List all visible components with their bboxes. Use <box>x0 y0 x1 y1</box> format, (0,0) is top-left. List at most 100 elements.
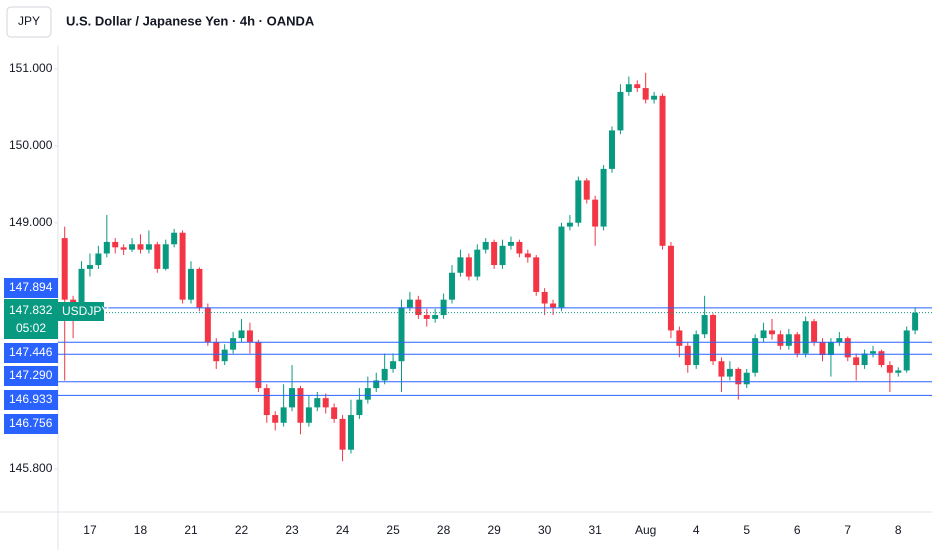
candle-body <box>263 388 270 416</box>
price-level-label: 146.933 <box>9 392 53 406</box>
candle-body <box>347 415 354 450</box>
current-price-label: 147.832 <box>9 303 53 317</box>
candle-body <box>246 330 253 342</box>
x-tick-label: 25 <box>386 523 400 537</box>
candle-body <box>743 372 750 385</box>
candle-body <box>541 291 548 304</box>
candle-body <box>482 241 489 250</box>
candle-body <box>449 272 456 300</box>
candle-body <box>861 353 868 366</box>
candle-body <box>314 398 321 408</box>
candle-body <box>558 226 565 308</box>
price-level-label: 147.290 <box>9 368 53 382</box>
candle-body <box>95 253 102 266</box>
x-tick-label: 23 <box>285 523 299 537</box>
candle-body <box>78 268 85 312</box>
candle-body <box>423 315 430 319</box>
candle-body <box>634 84 641 89</box>
chart-title: U.S. Dollar / Japanese Yen · 4h · OANDA <box>66 13 315 28</box>
candle-body <box>406 299 413 308</box>
candle-body <box>154 244 161 269</box>
x-tick-label: 21 <box>184 523 198 537</box>
x-tick-label: 31 <box>588 523 602 537</box>
candle-body <box>364 388 371 400</box>
x-tick-label: 6 <box>794 523 801 537</box>
candle-body <box>398 307 405 362</box>
candle-body <box>145 244 152 250</box>
x-tick-label: 4 <box>693 523 700 537</box>
price-level-label: 147.894 <box>9 280 53 294</box>
candle-body <box>878 351 885 366</box>
candle-body <box>794 334 801 354</box>
candle-body <box>280 407 287 423</box>
candle-body <box>86 265 93 269</box>
price-level-box <box>4 366 58 386</box>
candle-body <box>390 361 397 369</box>
candle-body <box>499 245 506 266</box>
candle-body <box>238 330 245 339</box>
candle-body <box>112 241 119 248</box>
price-level-label: 146.756 <box>9 416 53 430</box>
candle-body <box>272 415 279 423</box>
candle-body <box>735 368 742 385</box>
candle-body <box>583 180 590 200</box>
candle-body <box>457 257 464 273</box>
candle-body <box>811 321 818 342</box>
candle-body <box>710 315 717 362</box>
candle-body <box>575 180 582 223</box>
candle-body <box>61 238 68 300</box>
x-tick-label: 17 <box>83 523 97 537</box>
candle-body <box>693 334 700 366</box>
candle-body <box>802 321 809 354</box>
candle-body <box>129 244 136 250</box>
candle-body <box>305 407 312 423</box>
candle-body <box>356 399 363 416</box>
x-tick-label: 8 <box>895 523 902 537</box>
x-tick-label: Aug <box>635 523 656 537</box>
candle-body <box>625 84 632 92</box>
candle-body <box>886 365 893 373</box>
candle-body <box>566 222 573 227</box>
price-level-box <box>4 414 58 434</box>
currency-box[interactable] <box>6 6 52 38</box>
x-tick-label: 24 <box>336 523 350 537</box>
candle-body <box>381 368 388 381</box>
currency-label: JPY <box>18 14 40 28</box>
candle-body <box>819 341 826 356</box>
candle-body <box>853 357 860 366</box>
candle-body <box>903 330 910 371</box>
candle-body <box>768 330 775 335</box>
candle-body <box>188 268 194 300</box>
candle-body <box>516 241 523 254</box>
x-tick-label: 5 <box>743 523 750 537</box>
symbol-box <box>58 302 104 321</box>
candle-body <box>912 312 919 331</box>
candle-body <box>465 257 472 277</box>
candle-body <box>676 330 683 346</box>
candle-body <box>550 303 557 308</box>
x-tick-label: 18 <box>134 523 148 537</box>
candle-body <box>491 241 498 266</box>
candle-body <box>844 338 851 358</box>
price-level-box <box>4 343 58 363</box>
candle-body <box>726 368 733 377</box>
candle-body <box>255 341 262 389</box>
candle-body <box>339 418 346 450</box>
candle-body <box>196 268 203 308</box>
candle-body <box>684 345 691 366</box>
candle-body <box>760 330 767 339</box>
candle-body <box>836 338 843 342</box>
candle-body <box>432 315 439 319</box>
candle-body <box>179 232 186 300</box>
candle-body <box>777 334 784 346</box>
candle-body <box>651 95 658 100</box>
candle-body <box>600 168 607 227</box>
candle-body <box>667 245 674 331</box>
x-tick-label: 29 <box>487 523 501 537</box>
candle-body <box>785 334 792 346</box>
x-tick-label: 7 <box>844 523 851 537</box>
x-tick-label: 22 <box>235 523 249 537</box>
candle-body <box>230 338 237 350</box>
candle-body <box>609 130 615 169</box>
